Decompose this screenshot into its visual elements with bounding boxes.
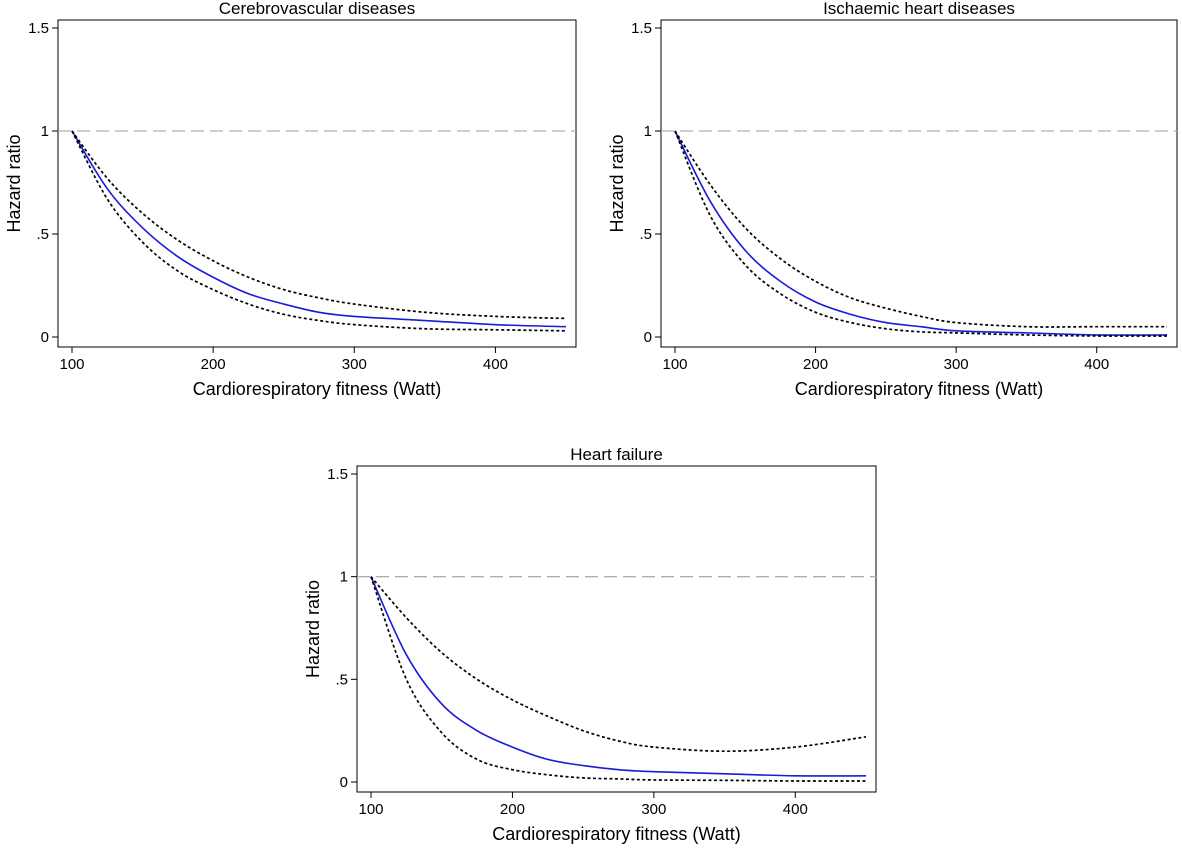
plot-frame <box>660 19 1178 348</box>
y-axis-label: Hazard ratio <box>4 134 24 232</box>
y-tick-label: 0 <box>340 774 348 791</box>
chart-panel-3: Heart failure 0 .5 1 1.5 100 200 300 400 Cardiore… <box>303 445 877 844</box>
series-line-upper <box>674 130 1167 328</box>
series-line-estimate <box>71 130 567 328</box>
x-tick-label: 300 <box>944 356 969 373</box>
series-line-estimate <box>370 576 867 777</box>
y-tick-label: 1 <box>644 123 652 140</box>
x-tick-label: 300 <box>641 801 666 818</box>
x-axis-label: Cardiorespiratory fitness (Watt) <box>795 379 1043 399</box>
y-tick-label: .5 <box>335 671 348 688</box>
y-axis-label: Hazard ratio <box>607 134 627 232</box>
series-line-lower <box>674 130 1168 337</box>
x-tick-label: 100 <box>662 356 687 373</box>
plot-frame <box>356 465 877 793</box>
series-line-upper <box>370 576 867 753</box>
x-tick-label: 400 <box>783 801 808 818</box>
plot-frame <box>57 19 577 348</box>
x-tick-label: 100 <box>358 801 383 818</box>
y-tick-label: 1 <box>340 569 348 586</box>
series-line-lower <box>370 576 867 782</box>
x-tick-label: 200 <box>500 801 525 818</box>
y-tick-label: .5 <box>639 226 652 243</box>
x-tick-label: 100 <box>59 356 84 373</box>
y-tick-label: 1 <box>41 123 49 140</box>
x-tick-label: 400 <box>1084 356 1109 373</box>
x-axis-label: Cardiorespiratory fitness (Watt) <box>492 824 740 844</box>
y-tick-label: 1.5 <box>327 466 348 483</box>
series-line-estimate <box>674 130 1168 336</box>
x-tick-label: 300 <box>342 356 367 373</box>
y-tick-label: 1.5 <box>631 20 652 37</box>
chart-title: Cerebrovascular diseases <box>219 0 416 18</box>
chart-panel-1: Cerebrovascular diseases 0 .5 1 1.5 100 200 300… <box>4 0 577 399</box>
x-tick-label: 200 <box>201 356 226 373</box>
y-axis-label: Hazard ratio <box>303 580 323 678</box>
y-tick-label: 0 <box>644 329 652 346</box>
y-tick-label: 0 <box>41 329 49 346</box>
chart-panel-2: Ischaemic heart diseases 0 .5 1 1.5 100 200 300… <box>607 0 1178 399</box>
x-tick-label: 400 <box>483 356 508 373</box>
x-tick-label: 200 <box>803 356 828 373</box>
y-tick-label: .5 <box>36 226 49 243</box>
chart-title: Heart failure <box>570 445 663 464</box>
chart-title: Ischaemic heart diseases <box>823 0 1015 18</box>
series-line-upper <box>71 130 567 320</box>
x-axis-label: Cardiorespiratory fitness (Watt) <box>193 379 441 399</box>
y-tick-label: 1.5 <box>28 20 49 37</box>
